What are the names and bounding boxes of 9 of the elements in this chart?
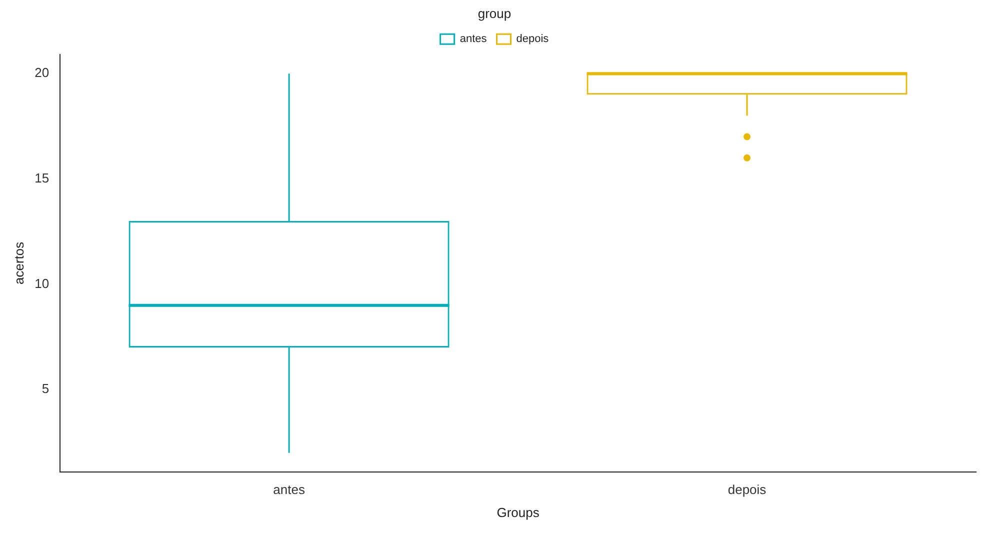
- legend-label: antes: [460, 33, 488, 46]
- y-tick-label: 15: [34, 170, 50, 186]
- legend-title: group: [478, 6, 512, 22]
- y-tick-label: 5: [42, 381, 50, 396]
- x-axis-title: Groups: [496, 504, 540, 520]
- legend-label: depois: [516, 33, 550, 46]
- y-tick-label: 20: [34, 65, 50, 80]
- y-axis-title: acertos: [11, 241, 26, 285]
- y-tick-label: 10: [34, 276, 50, 291]
